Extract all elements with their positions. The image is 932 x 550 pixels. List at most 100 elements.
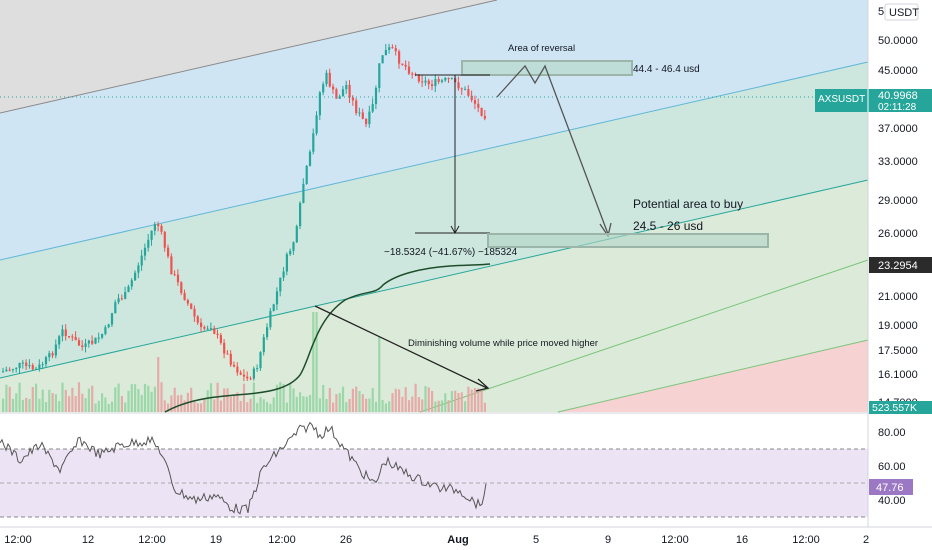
vwap-curve (164, 263, 491, 413)
candle-body (332, 86, 335, 90)
candle-body (147, 239, 150, 248)
volume-bar (104, 397, 107, 412)
volume-bar (282, 383, 285, 412)
volume-bar (454, 390, 457, 412)
candle-body (170, 256, 173, 275)
reversal-range: 44.4 - 46.4 usd (633, 64, 700, 75)
volume-bar (473, 388, 477, 412)
volume-bar (411, 396, 414, 412)
volume-bar (434, 401, 437, 412)
candle-body (483, 115, 486, 119)
volume-bar (117, 383, 120, 412)
time-tick: 12:00 (138, 534, 166, 546)
currency-badge-label: USDT (889, 7, 919, 19)
candle-body (226, 353, 229, 355)
candle-body (282, 271, 285, 278)
candle-body (348, 84, 351, 98)
candle-body (101, 333, 104, 338)
volume-bar (180, 394, 183, 412)
candle-body (163, 231, 166, 248)
candle-body (21, 362, 24, 364)
candle-body (275, 291, 279, 305)
candle-body (249, 378, 252, 380)
candle-body (117, 298, 120, 303)
candle-body (223, 342, 226, 354)
candle-body (150, 230, 153, 240)
candle-body (186, 300, 189, 304)
candle-body (407, 66, 411, 74)
volume-bar (58, 401, 61, 412)
candle-body (394, 48, 397, 52)
volume-bar (431, 390, 434, 412)
candle-body (71, 336, 74, 338)
volume-bar (18, 382, 21, 412)
volume-bar (5, 384, 8, 412)
candle-body (358, 112, 361, 114)
volume-bar (35, 383, 38, 412)
volume-bar (44, 402, 48, 412)
volume-bar (203, 398, 206, 412)
candle-body (94, 337, 97, 344)
time-tick: 12:00 (268, 534, 296, 546)
candle-body (325, 72, 328, 85)
price-tick: 29.0000 (878, 195, 918, 207)
candle-body (124, 292, 127, 299)
current-price-box (815, 89, 932, 112)
rsi-value-box (869, 479, 913, 495)
price-tick: 50.0000 (878, 35, 918, 47)
currency-badge[interactable]: USDT (884, 3, 919, 21)
candle-body (183, 293, 186, 301)
candle-body (196, 316, 199, 323)
volume-bar (124, 402, 127, 412)
candle-body (28, 365, 31, 367)
reversal-title: Area of reversal (508, 43, 575, 54)
candle-body (58, 336, 61, 345)
candle-body (384, 49, 387, 56)
vwap-price-value: 23.2954 (878, 260, 918, 272)
candle-body (477, 103, 480, 108)
candle-body (447, 77, 450, 79)
candle-body (262, 337, 265, 353)
candle-body (480, 107, 483, 116)
volume-bar (361, 394, 364, 412)
candle-body (434, 79, 437, 87)
volume-bar (417, 397, 420, 412)
volume-bar (384, 403, 387, 412)
volume-bar (134, 384, 137, 412)
volume-bar (160, 382, 163, 412)
candle-body (467, 89, 470, 96)
volume-note: Diminishing volume while price moved hig… (408, 338, 598, 349)
candle-body (91, 340, 94, 344)
candle-body (355, 100, 358, 114)
candle-body (404, 64, 407, 67)
candle-body (127, 286, 130, 293)
candle-body (229, 353, 232, 365)
volume-bar (15, 393, 18, 412)
volume-value: 523.557K (872, 402, 917, 414)
time-tick: Aug (447, 534, 468, 546)
candle-body (398, 51, 401, 64)
volume-bar (341, 386, 345, 412)
volume-bar (196, 403, 199, 412)
candle-body (444, 77, 447, 81)
volume-bar (54, 394, 57, 412)
candle-body (213, 328, 216, 334)
volume-bar (398, 389, 401, 412)
candle-body (259, 352, 262, 369)
volume-bar (262, 399, 265, 412)
channel-line-2 (0, 61, 869, 261)
volume-bar (444, 393, 447, 412)
volume-bar (401, 396, 404, 412)
candle-body (140, 255, 143, 266)
volume-bar (173, 387, 176, 412)
volume-bar (470, 389, 473, 412)
candle-body (368, 111, 371, 125)
channel-line-top (0, 0, 498, 114)
volume-bar (94, 403, 97, 412)
candle-body (424, 80, 427, 83)
candle-body (143, 247, 147, 256)
volume-bar (101, 393, 104, 412)
volume-bar (71, 387, 74, 412)
candle-body (190, 303, 193, 309)
